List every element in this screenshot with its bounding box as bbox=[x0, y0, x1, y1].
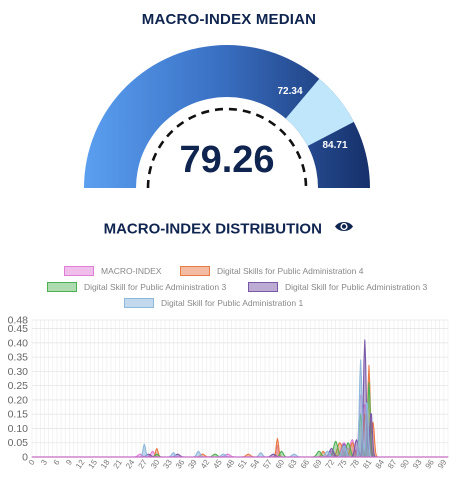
legend-item-dspa-1[interactable]: Digital Skill for Public Administration … bbox=[124, 298, 303, 308]
y-tick-label: 0.25 bbox=[8, 380, 29, 392]
legend-label: Digital Skill for Public Administration … bbox=[161, 298, 304, 308]
gauge-dashed-arc bbox=[146, 107, 308, 189]
legend-label: Digital Skill for Public Administration … bbox=[84, 282, 227, 292]
median-value: 79.26 bbox=[179, 139, 274, 181]
median-gauge: 79.26 72.34 84.71 bbox=[84, 45, 370, 189]
y-tick-label: 0.05 bbox=[8, 437, 29, 449]
distribution-title: MACRO-INDEX DISTRIBUTION bbox=[103, 220, 322, 238]
y-tick-label: 0.40 bbox=[8, 337, 29, 349]
x-tick-label: 12 bbox=[74, 458, 87, 471]
x-tick-label: 84 bbox=[374, 458, 387, 471]
legend-swatch bbox=[248, 282, 278, 292]
x-tick-label: 75 bbox=[336, 458, 349, 471]
y-tick-label: 0.48 bbox=[8, 315, 29, 327]
x-tick-label: 78 bbox=[349, 458, 362, 471]
legend-item-dspa-3-green[interactable]: Digital Skill for Public Administration … bbox=[47, 282, 226, 292]
legend-label: Digital Skill for Public Administration … bbox=[285, 282, 428, 292]
x-tick-label: 72 bbox=[324, 458, 337, 471]
x-tick-label: 15 bbox=[87, 458, 100, 471]
x-tick-label: 81 bbox=[361, 458, 374, 471]
x-tick-label: 33 bbox=[161, 458, 174, 471]
x-tick-label: 60 bbox=[274, 458, 287, 471]
legend-swatch bbox=[64, 266, 94, 276]
x-tick-label: 93 bbox=[411, 458, 424, 471]
gauge-band bbox=[285, 78, 354, 146]
x-tick-label: 57 bbox=[261, 458, 274, 471]
gauge-title: MACRO-INDEX MEDIAN bbox=[141, 11, 317, 28]
x-tick-label: 30 bbox=[149, 458, 162, 471]
distribution-header: MACRO-INDEX DISTRIBUTION bbox=[0, 220, 458, 238]
x-tick-label: 21 bbox=[112, 458, 125, 471]
x-tick-label: 6 bbox=[52, 458, 62, 467]
eye-icon[interactable] bbox=[334, 220, 354, 238]
x-tick-label: 9 bbox=[64, 458, 74, 467]
x-tick-label: 99 bbox=[436, 458, 449, 471]
legend-swatch bbox=[180, 266, 210, 276]
x-tick-label: 96 bbox=[424, 458, 437, 471]
x-tick-label: 18 bbox=[99, 458, 112, 471]
x-tick-label: 90 bbox=[399, 458, 412, 471]
x-tick-label: 39 bbox=[186, 458, 199, 471]
band-high-label: 84.71 bbox=[322, 140, 347, 151]
legend-swatch bbox=[47, 282, 77, 292]
x-tick-label: 54 bbox=[249, 458, 262, 471]
x-tick-label: 36 bbox=[174, 458, 187, 471]
x-tick-label: 66 bbox=[299, 458, 312, 471]
y-tick-label: 0.30 bbox=[8, 366, 29, 378]
legend-swatch bbox=[124, 298, 154, 308]
legend-item-dspa-4[interactable]: Digital Skills for Public Administration… bbox=[180, 266, 363, 276]
y-tick-label: 0.15 bbox=[8, 409, 29, 421]
gauge-arc bbox=[84, 45, 370, 188]
y-tick-label: 0.10 bbox=[8, 423, 29, 435]
x-tick-label: 3 bbox=[39, 458, 49, 467]
x-tick-label: 42 bbox=[199, 458, 212, 471]
y-tick-label: 0.45 bbox=[8, 323, 29, 335]
x-tick-label: 51 bbox=[236, 458, 249, 471]
legend-label: Digital Skills for Public Administration… bbox=[217, 266, 364, 276]
x-tick-label: 45 bbox=[211, 458, 224, 471]
distribution-chart: 0 0.05 0.10 0.15 0.20 0.25 0.30 0.35 0.40 0.450.4… bbox=[8, 315, 449, 471]
legend-item-macro-index[interactable]: MACRO-INDEX bbox=[64, 266, 161, 276]
x-tick-label: 0 bbox=[27, 458, 37, 467]
x-tick-label: 48 bbox=[224, 458, 237, 471]
x-tick-label: 27 bbox=[136, 458, 149, 471]
x-tick-label: 87 bbox=[386, 458, 399, 471]
x-tick-label: 69 bbox=[311, 458, 324, 471]
band-low-label: 72.34 bbox=[277, 86, 302, 97]
x-tick-label: 24 bbox=[124, 458, 137, 471]
legend-label: MACRO-INDEX bbox=[101, 266, 162, 276]
y-tick-label: 0 bbox=[22, 452, 28, 464]
legend-item-dspa-3-purple[interactable]: Digital Skill for Public Administration … bbox=[248, 282, 427, 292]
y-tick-label: 0.35 bbox=[8, 352, 29, 364]
x-tick-label: 63 bbox=[286, 458, 299, 471]
y-tick-label: 0.20 bbox=[8, 394, 29, 406]
